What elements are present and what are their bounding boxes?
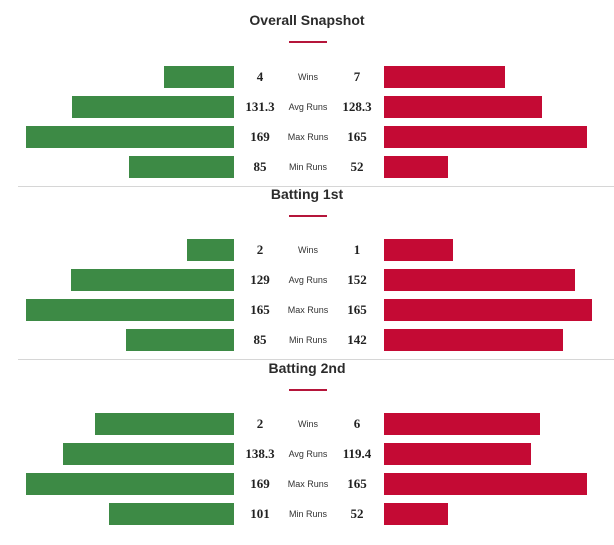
stat-row-wins: 2 Wins 1 (0, 239, 614, 261)
stat-row-avg-runs: 129 Avg Runs 152 (0, 269, 614, 291)
right-team-value: 52 (350, 159, 364, 174)
right-team-value: 7 (353, 69, 361, 84)
left-team-value: 85 (253, 332, 267, 347)
stat-row-wins: 2 Wins 6 (0, 413, 614, 435)
right-team-value: 165 (347, 476, 367, 491)
left-team-bar (26, 473, 234, 495)
left-team-bar (26, 299, 234, 321)
right-team-value: 1 (353, 242, 361, 257)
stat-row-max-runs: 165 Max Runs 165 (0, 299, 614, 321)
stat-row-max-runs: 169 Max Runs 165 (0, 126, 614, 148)
right-team-bar (384, 96, 542, 118)
stat-label: Avg Runs (288, 449, 328, 459)
section-divider (18, 359, 614, 360)
left-team-bar (26, 126, 234, 148)
right-team-value: 119.4 (342, 446, 372, 461)
title-underline (289, 215, 327, 217)
left-team-bar (71, 269, 234, 291)
stat-label: Min Runs (288, 335, 327, 345)
left-team-value: 165 (250, 302, 270, 317)
right-team-bar (384, 66, 505, 88)
stat-row-min-runs: 85 Min Runs 52 (0, 156, 614, 178)
stat-row-avg-runs: 138.3 Avg Runs 119.4 (0, 443, 614, 465)
left-team-bar (129, 156, 234, 178)
stat-label: Max Runs (287, 305, 329, 315)
section-title: Batting 2nd (268, 360, 346, 376)
title-underline (289, 41, 327, 43)
section-title: Overall Snapshot (249, 12, 365, 28)
left-team-bar (63, 443, 234, 465)
right-team-bar (384, 503, 448, 525)
left-team-bar (109, 503, 234, 525)
stat-label: Max Runs (287, 132, 329, 142)
right-team-bar (384, 443, 531, 465)
stat-label: Wins (298, 245, 318, 255)
right-team-bar (384, 156, 448, 178)
left-team-value: 138.3 (245, 446, 275, 461)
right-team-value: 142 (347, 332, 367, 347)
left-team-value: 129 (250, 272, 270, 287)
stat-row-min-runs: 101 Min Runs 52 (0, 503, 614, 525)
left-team-bar (164, 66, 234, 88)
left-team-value: 2 (256, 242, 264, 257)
left-team-bar (187, 239, 234, 261)
section-divider (18, 186, 614, 187)
right-team-value: 152 (347, 272, 367, 287)
right-team-bar (384, 413, 540, 435)
stat-label: Avg Runs (288, 102, 328, 112)
right-team-bar (384, 473, 587, 495)
stat-row-wins: 4 Wins 7 (0, 66, 614, 88)
left-team-bar (72, 96, 234, 118)
stat-label: Min Runs (288, 162, 327, 172)
section-title: Batting 1st (270, 186, 344, 202)
right-team-bar (384, 299, 592, 321)
right-team-bar (384, 126, 587, 148)
right-team-value: 165 (347, 129, 367, 144)
stat-row-avg-runs: 131.3 Avg Runs 128.3 (0, 96, 614, 118)
right-team-bar (384, 329, 563, 351)
left-team-bar (126, 329, 234, 351)
right-team-value: 6 (353, 416, 361, 431)
stat-row-max-runs: 169 Max Runs 165 (0, 473, 614, 495)
right-team-bar (384, 239, 453, 261)
right-team-value: 52 (350, 506, 364, 521)
left-team-value: 4 (256, 69, 264, 84)
left-team-value: 101 (250, 506, 270, 521)
title-underline (289, 389, 327, 391)
stat-row-min-runs: 85 Min Runs 142 (0, 329, 614, 351)
left-team-value: 2 (256, 416, 264, 431)
left-team-value: 169 (250, 129, 270, 144)
left-team-bar (95, 413, 234, 435)
left-team-value: 85 (253, 159, 267, 174)
right-team-value: 165 (347, 302, 367, 317)
stat-label: Min Runs (288, 509, 327, 519)
right-team-bar (384, 269, 575, 291)
stat-label: Max Runs (287, 479, 329, 489)
stat-label: Wins (298, 419, 318, 429)
stat-label: Avg Runs (288, 275, 328, 285)
right-team-value: 128.3 (342, 99, 372, 114)
left-team-value: 169 (250, 476, 270, 491)
stat-label: Wins (298, 72, 318, 82)
left-team-value: 131.3 (245, 99, 275, 114)
